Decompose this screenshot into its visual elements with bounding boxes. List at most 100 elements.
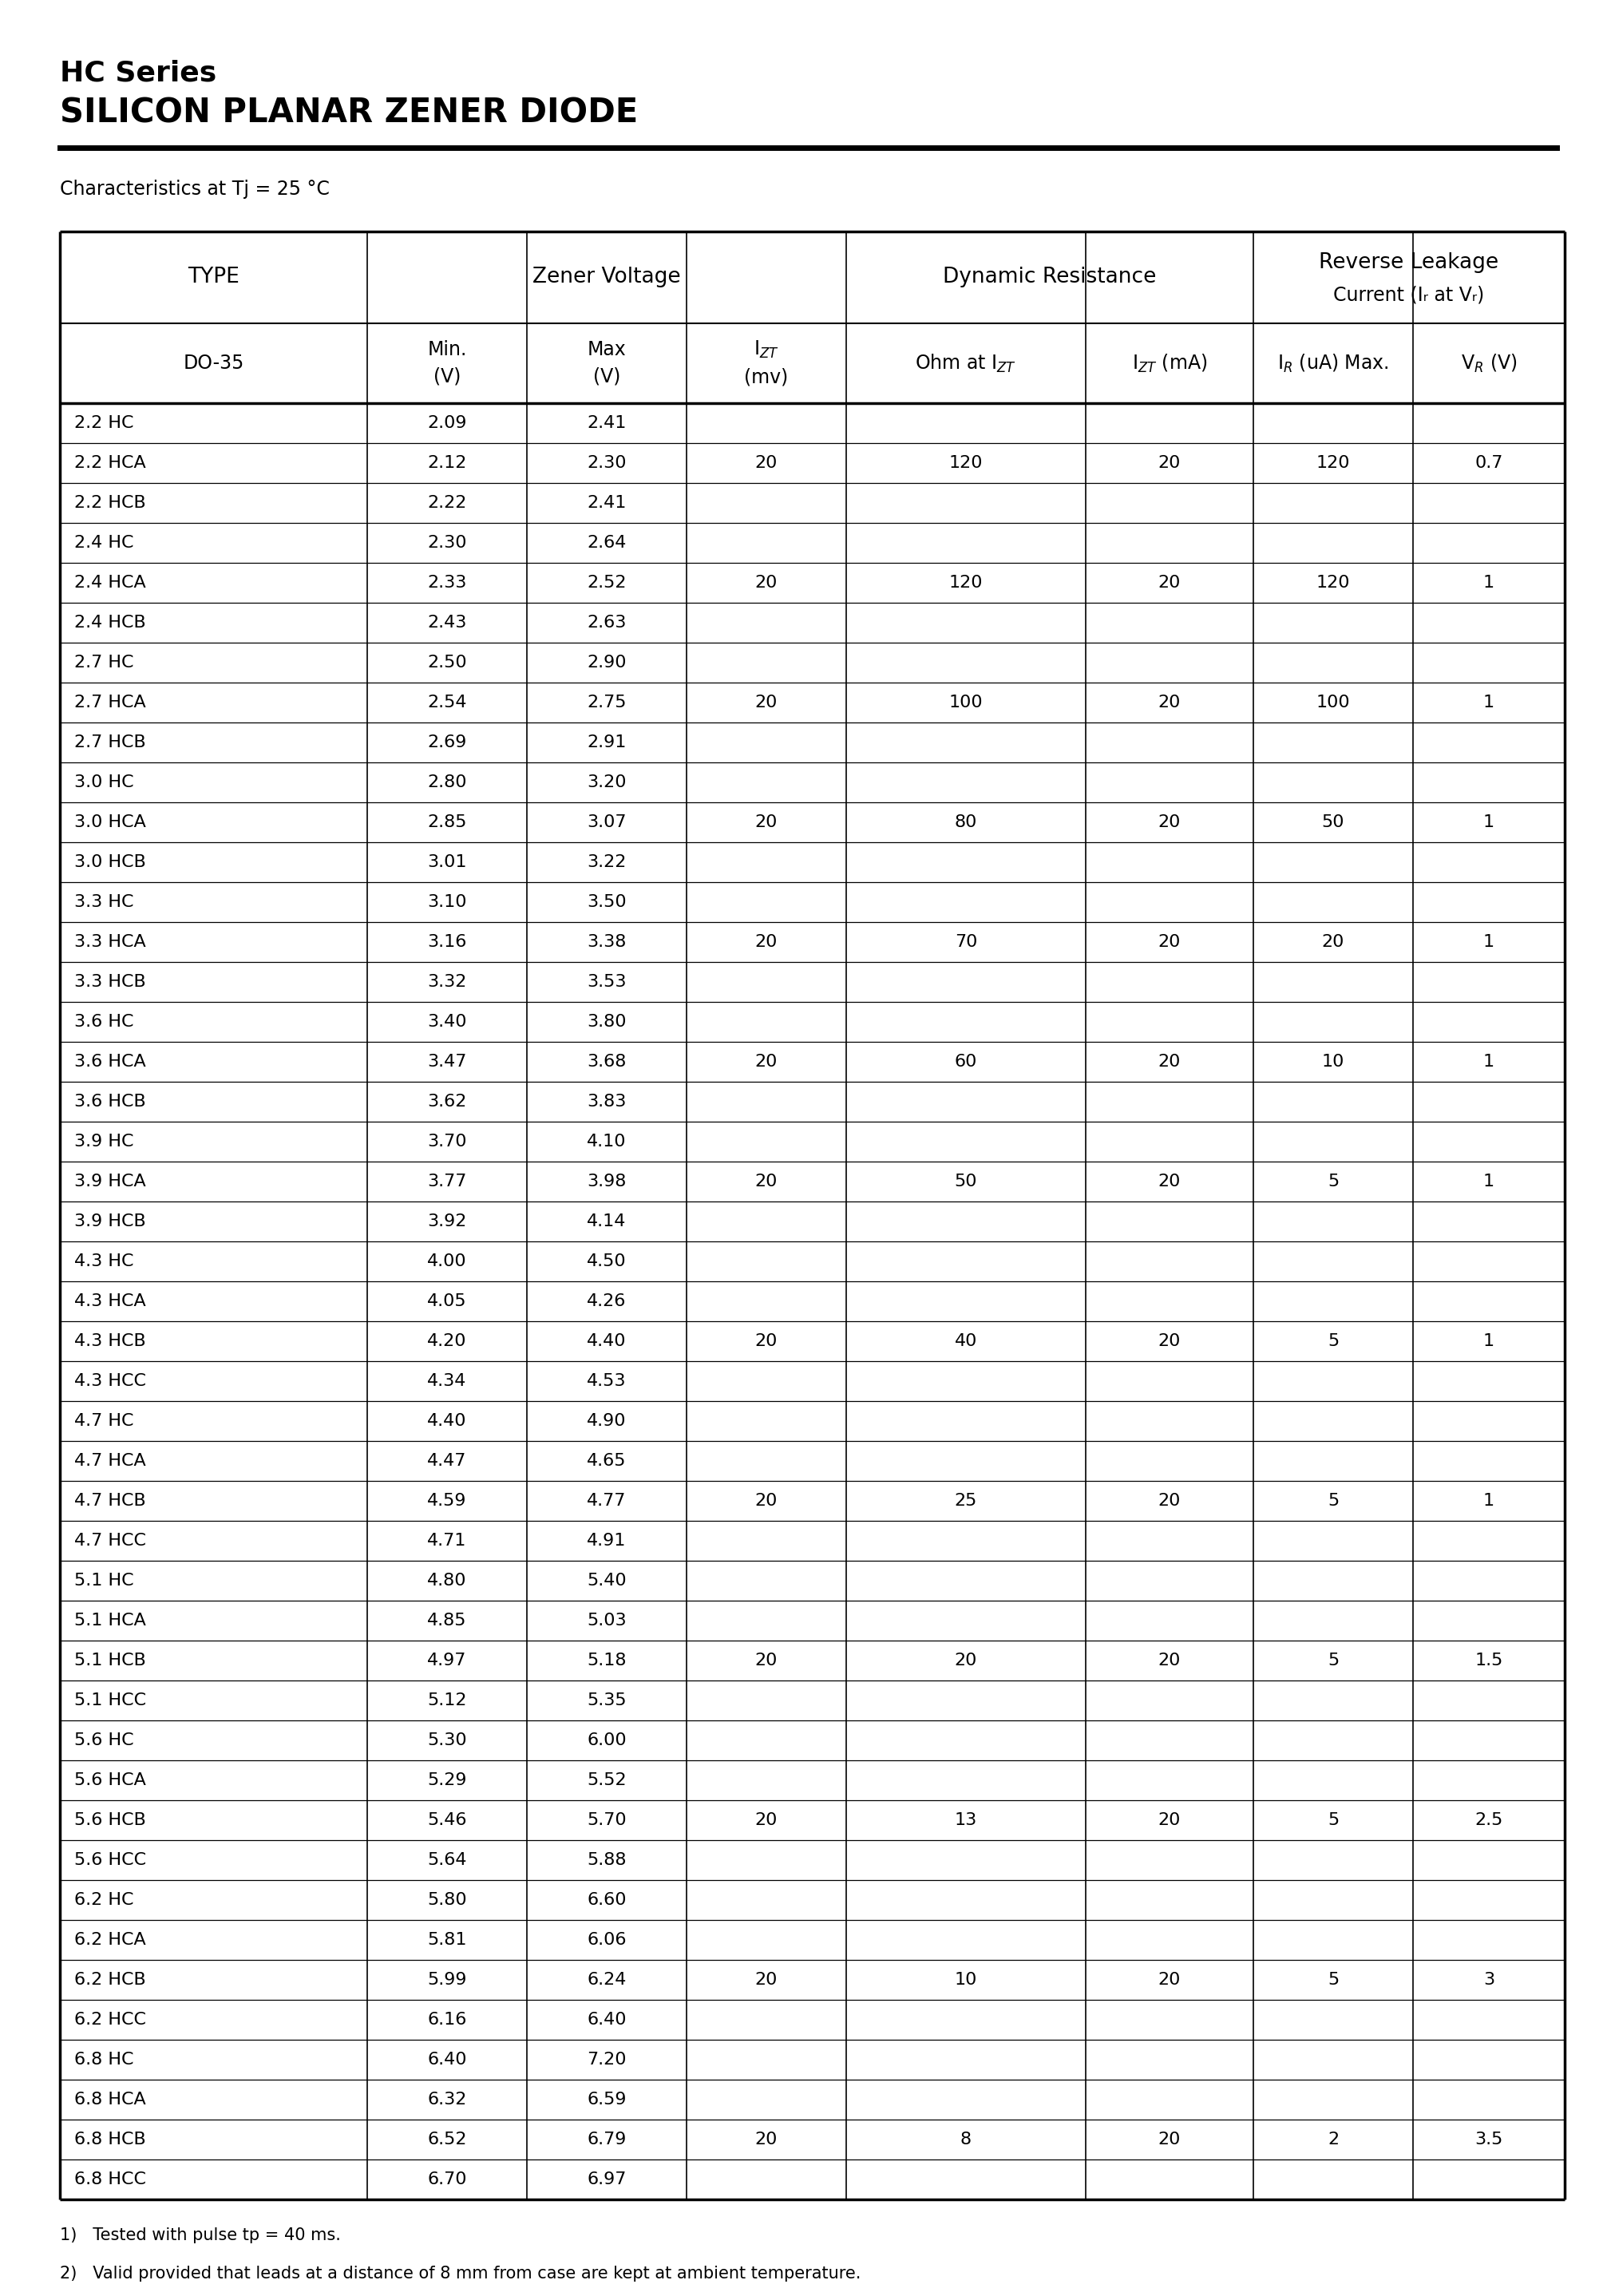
Text: 20: 20 (1159, 934, 1181, 951)
Text: 20: 20 (755, 455, 778, 471)
Text: 5.40: 5.40 (587, 1573, 627, 1589)
Text: 6.8 HC: 6.8 HC (74, 2053, 133, 2069)
Text: 4.50: 4.50 (587, 1254, 627, 1270)
Text: 3.47: 3.47 (427, 1054, 466, 1070)
Text: 4.80: 4.80 (427, 1573, 466, 1589)
Text: 4.71: 4.71 (427, 1534, 466, 1550)
Text: 2.7 HCB: 2.7 HCB (74, 735, 146, 751)
Text: 6.06: 6.06 (587, 1931, 627, 1947)
Text: Min.
(V): Min. (V) (427, 340, 466, 386)
Text: 2.5: 2.5 (1475, 1812, 1503, 1828)
Text: 3.92: 3.92 (427, 1215, 466, 1228)
Text: 5.6 HCC: 5.6 HCC (74, 1853, 146, 1869)
Text: 3.22: 3.22 (587, 854, 627, 870)
Text: 3.6 HC: 3.6 HC (74, 1015, 133, 1031)
Text: 3.0 HCA: 3.0 HCA (74, 815, 146, 831)
Text: 2.4 HCB: 2.4 HCB (74, 615, 146, 631)
Text: 100: 100 (1316, 696, 1350, 709)
Text: 120: 120 (1316, 455, 1350, 471)
Text: 2.80: 2.80 (427, 774, 466, 790)
Text: 20: 20 (755, 574, 778, 590)
Text: 5.12: 5.12 (427, 1692, 466, 1708)
Text: 20: 20 (1159, 1972, 1181, 1988)
Text: 5: 5 (1327, 1173, 1339, 1189)
Text: 3: 3 (1483, 1972, 1495, 1988)
Text: 60: 60 (955, 1054, 977, 1070)
Text: 5: 5 (1327, 1653, 1339, 1669)
Text: 6.8 HCC: 6.8 HCC (74, 2172, 146, 2188)
Text: 20: 20 (755, 1812, 778, 1828)
Text: 20: 20 (1159, 1334, 1181, 1350)
Text: 5: 5 (1327, 1812, 1339, 1828)
Text: 5.18: 5.18 (587, 1653, 627, 1669)
Text: 20: 20 (1159, 1492, 1181, 1508)
Text: 5.30: 5.30 (427, 1733, 468, 1747)
Text: 3.53: 3.53 (587, 974, 627, 990)
Text: 13: 13 (955, 1812, 977, 1828)
Text: 5.52: 5.52 (587, 1773, 627, 1789)
Text: 20: 20 (755, 1653, 778, 1669)
Text: 2.12: 2.12 (427, 455, 466, 471)
Text: Dynamic Resistance: Dynamic Resistance (943, 266, 1157, 287)
Text: HC Series: HC Series (59, 60, 217, 87)
Text: 1: 1 (1483, 574, 1495, 590)
Text: 20: 20 (755, 2131, 778, 2147)
Text: 6.97: 6.97 (587, 2172, 627, 2188)
Text: 6.79: 6.79 (587, 2131, 627, 2147)
Text: 4.14: 4.14 (587, 1215, 627, 1228)
Text: 80: 80 (955, 815, 977, 831)
Text: 50: 50 (955, 1173, 977, 1189)
Text: 1: 1 (1483, 1334, 1495, 1350)
Text: 20: 20 (1159, 574, 1181, 590)
Text: 50: 50 (1323, 815, 1345, 831)
Text: 3.9 HC: 3.9 HC (74, 1134, 133, 1150)
Text: 1: 1 (1483, 696, 1495, 709)
Text: 4.3 HC: 4.3 HC (74, 1254, 133, 1270)
Text: 4.3 HCA: 4.3 HCA (74, 1293, 146, 1309)
Text: 4.3 HCB: 4.3 HCB (74, 1334, 146, 1350)
Text: Reverse Leakage: Reverse Leakage (1319, 253, 1499, 273)
Text: 20: 20 (1159, 1173, 1181, 1189)
Text: V$_{R}$ (V): V$_{R}$ (V) (1461, 351, 1517, 374)
Text: 3.83: 3.83 (587, 1093, 627, 1109)
Text: 5.1 HCC: 5.1 HCC (74, 1692, 146, 1708)
Text: 20: 20 (755, 1334, 778, 1350)
Text: SILICON PLANAR ZENER DIODE: SILICON PLANAR ZENER DIODE (59, 96, 638, 129)
Text: 20: 20 (1159, 455, 1181, 471)
Text: 25: 25 (955, 1492, 977, 1508)
Text: 4.77: 4.77 (587, 1492, 627, 1508)
Text: 5.81: 5.81 (427, 1931, 466, 1947)
Text: 5.35: 5.35 (587, 1692, 627, 1708)
Text: 2.85: 2.85 (427, 815, 466, 831)
Text: 5.29: 5.29 (427, 1773, 466, 1789)
Text: 2.75: 2.75 (587, 696, 627, 709)
Text: 3.0 HCB: 3.0 HCB (74, 854, 146, 870)
Text: Max
(V): Max (V) (587, 340, 627, 386)
Text: 2.91: 2.91 (587, 735, 627, 751)
Text: 4.97: 4.97 (427, 1653, 466, 1669)
Text: 2.64: 2.64 (587, 535, 627, 551)
Text: 5.99: 5.99 (427, 1972, 466, 1988)
Text: 4.85: 4.85 (427, 1612, 466, 1628)
Text: 2.54: 2.54 (427, 696, 466, 709)
Text: 3.50: 3.50 (587, 893, 627, 909)
Text: 2.52: 2.52 (587, 574, 627, 590)
Text: 4.7 HC: 4.7 HC (74, 1412, 133, 1428)
Text: 3.6 HCA: 3.6 HCA (74, 1054, 146, 1070)
Text: DO-35: DO-35 (183, 354, 244, 372)
Text: 2.33: 2.33 (427, 574, 466, 590)
Text: 3.3 HC: 3.3 HC (74, 893, 133, 909)
Text: 1: 1 (1483, 934, 1495, 951)
Text: 3.07: 3.07 (587, 815, 627, 831)
Text: 20: 20 (755, 815, 778, 831)
Text: TYPE: TYPE (188, 266, 239, 287)
Text: 5.6 HC: 5.6 HC (74, 1733, 133, 1747)
Text: 4.10: 4.10 (587, 1134, 627, 1150)
Text: 2.4 HC: 2.4 HC (74, 535, 133, 551)
Text: 2.4 HCA: 2.4 HCA (74, 574, 146, 590)
Text: 5.64: 5.64 (427, 1853, 466, 1869)
Text: 120: 120 (950, 574, 983, 590)
Text: 6.2 HCA: 6.2 HCA (74, 1931, 146, 1947)
Text: 5.6 HCA: 5.6 HCA (74, 1773, 146, 1789)
Text: 6.52: 6.52 (427, 2131, 466, 2147)
